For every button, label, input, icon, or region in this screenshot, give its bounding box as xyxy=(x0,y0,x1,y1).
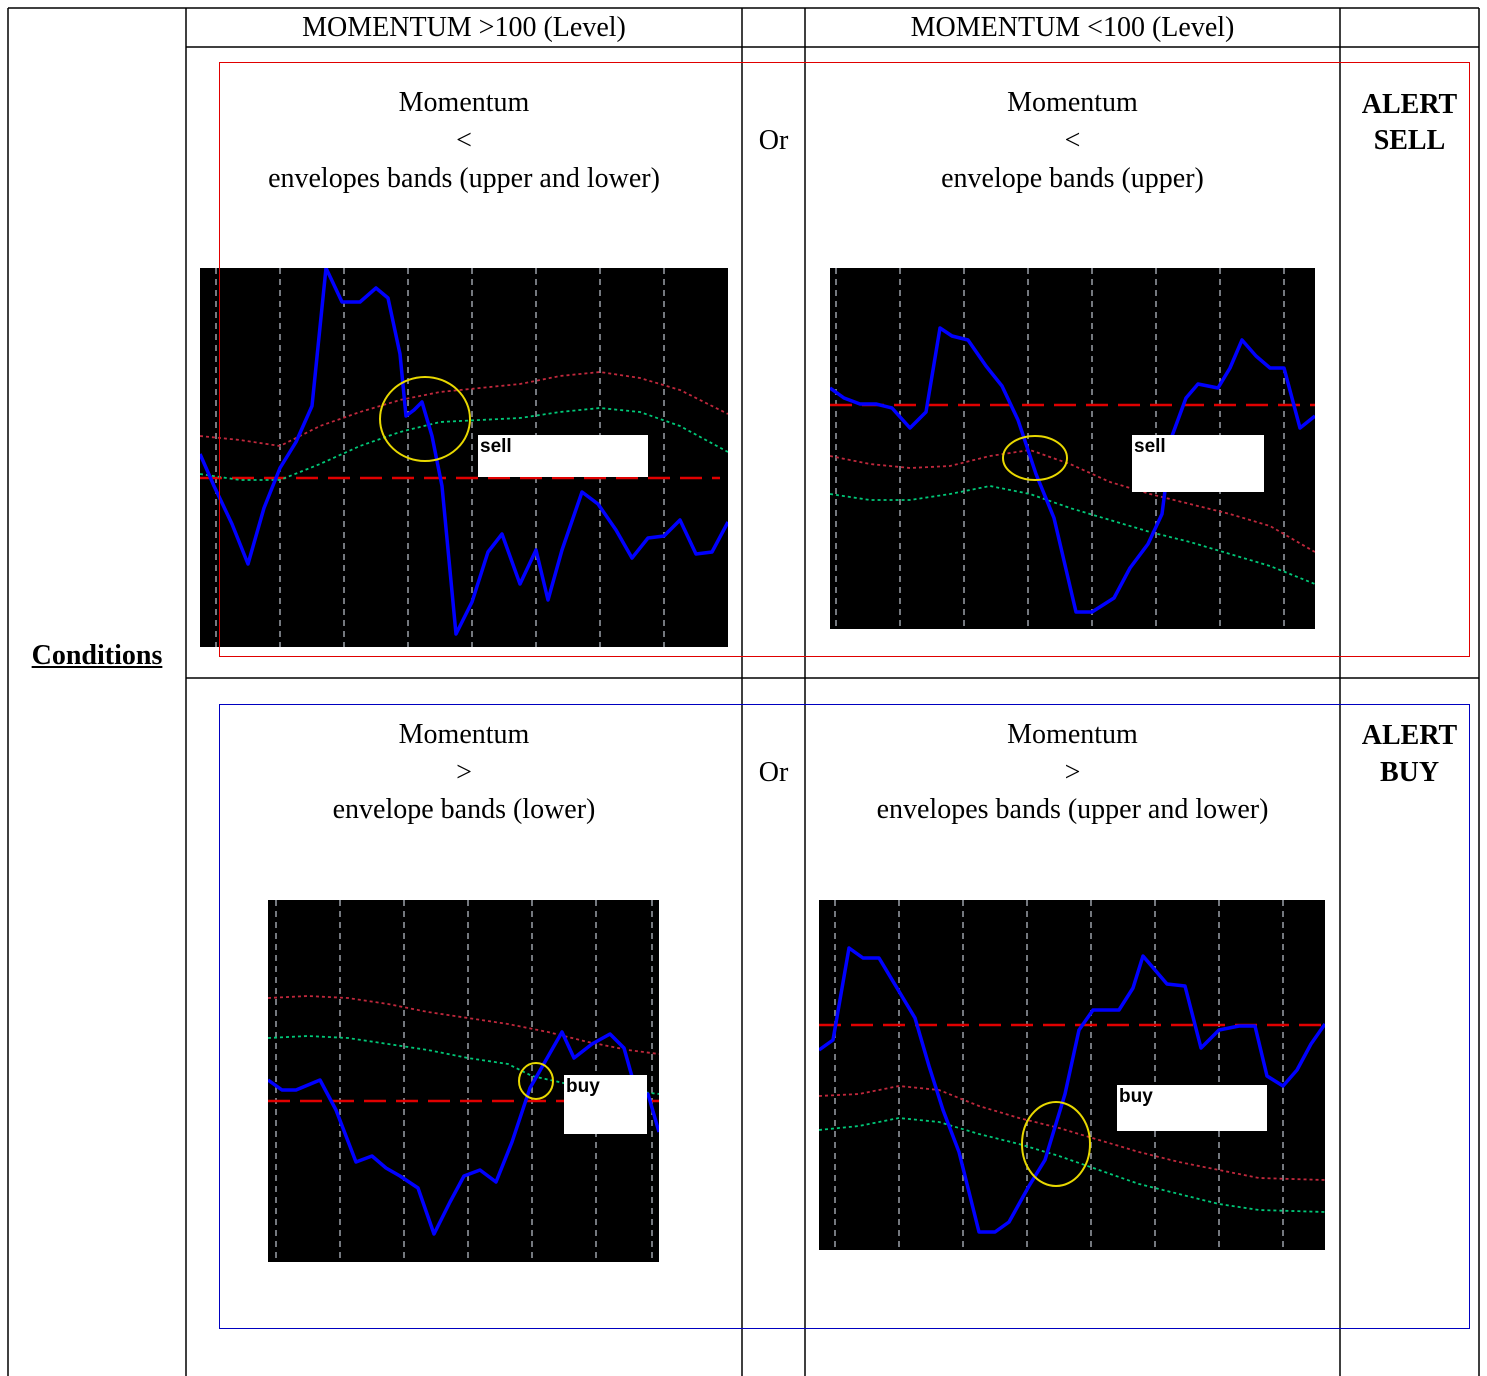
alert-sell-line-2: SELL xyxy=(1373,125,1446,156)
upper-envelope-band xyxy=(819,1085,1325,1181)
sell-signal-popup: sell xyxy=(1132,435,1264,492)
circle-highlight-icon xyxy=(379,376,471,462)
sell-left-line-3: envelopes bands (upper and lower) xyxy=(268,163,660,194)
buy-left-line-2: > xyxy=(456,757,472,788)
buy-right-line-1: Momentum xyxy=(1007,719,1138,750)
momentum-line xyxy=(819,946,1325,1234)
momentum-line xyxy=(830,326,1315,614)
sell-chart-below-level-plot xyxy=(830,268,1315,629)
circle-highlight-icon xyxy=(1021,1101,1091,1187)
lower-envelope-band xyxy=(830,485,1315,585)
buy-right-line-2: > xyxy=(1064,757,1081,788)
sell-chart-above-level: sell xyxy=(200,268,728,647)
buy-chart-below-level: buy xyxy=(819,900,1325,1250)
alert-sell-line-1: ALERT xyxy=(1361,89,1458,120)
vertical-gridlines xyxy=(834,900,1284,1250)
circle-highlight-icon xyxy=(518,1062,554,1100)
sell-left-line-1: Momentum xyxy=(398,87,530,118)
upper-envelope-band xyxy=(200,371,728,447)
header-momentum-above: MOMENTUM >100 (Level) xyxy=(302,12,626,43)
sell-right-line-1: Momentum xyxy=(1007,87,1138,118)
momentum-line xyxy=(268,1030,659,1236)
momentum-line xyxy=(200,268,728,636)
buy-signal-popup: buy xyxy=(1117,1085,1267,1131)
buy-chart-above-level: buy xyxy=(268,900,659,1262)
buy-or-label: Or xyxy=(758,757,789,788)
sell-right-line-3: envelope bands (upper) xyxy=(941,163,1204,194)
buy-left-line-3: envelope bands (lower) xyxy=(332,794,596,825)
sell-left-line-2: < xyxy=(456,125,472,156)
buy-signal-popup: buy xyxy=(564,1075,647,1134)
buy-right-line-3: envelopes bands (upper and lower) xyxy=(876,794,1269,825)
sell-chart-below-level: sell xyxy=(830,268,1315,629)
vertical-gridlines xyxy=(835,268,1285,629)
sell-chart-above-level-plot xyxy=(200,268,728,647)
lower-envelope-band xyxy=(200,407,728,481)
buy-left-line-1: Momentum xyxy=(398,719,530,750)
circle-highlight-icon xyxy=(1002,435,1068,481)
sell-right-line-2: < xyxy=(1064,125,1081,156)
header-momentum-below: MOMENTUM <100 (Level) xyxy=(910,12,1235,43)
alert-buy-line-1: ALERT xyxy=(1361,720,1458,751)
upper-envelope-band xyxy=(268,995,659,1055)
sell-or-label: Or xyxy=(758,125,789,156)
alert-buy-line-2: BUY xyxy=(1379,757,1440,788)
upper-envelope-band xyxy=(830,449,1315,553)
conditions-label: Conditions xyxy=(31,640,163,671)
sell-signal-popup: sell xyxy=(478,435,648,477)
buy-chart-below-level-plot xyxy=(819,900,1325,1250)
lower-envelope-band xyxy=(819,1117,1325,1213)
